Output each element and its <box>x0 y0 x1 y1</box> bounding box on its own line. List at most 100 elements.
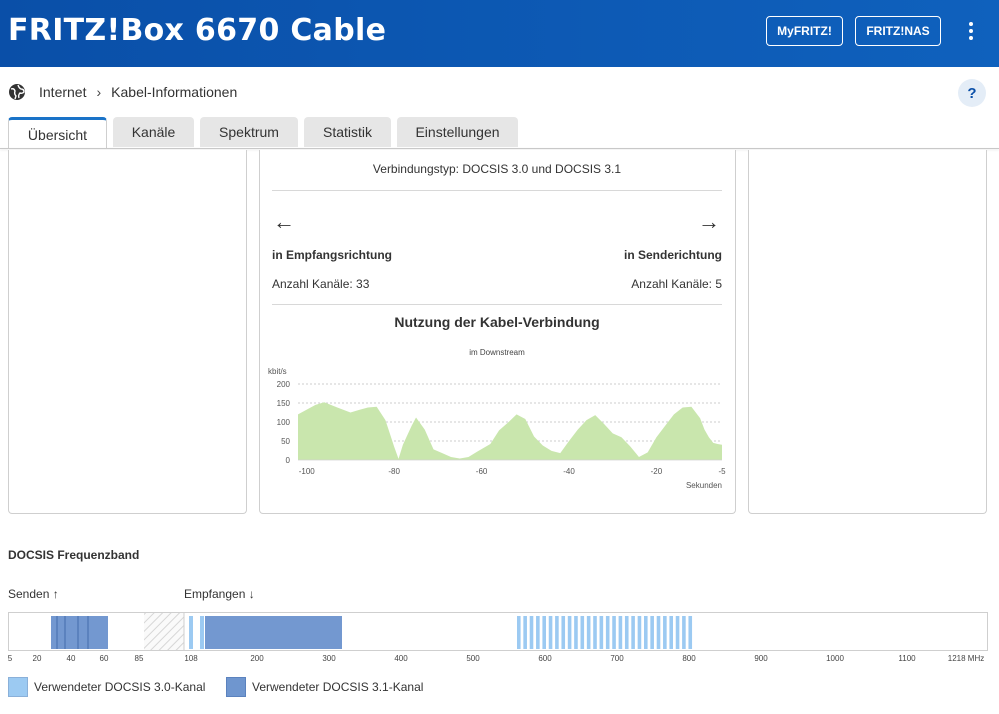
fritznas-button[interactable]: FRITZ!NAS <box>855 16 941 46</box>
breadcrumb-current: Kabel-Informationen <box>111 84 238 100</box>
docsis30-channel <box>561 616 566 649</box>
legend-swatch <box>8 677 28 697</box>
scale-label: 108 <box>184 654 198 663</box>
usage-area <box>298 402 722 460</box>
downstream-channel-count: Anzahl Kanäle: 33 <box>272 277 370 291</box>
guard-band-hatch <box>144 613 184 650</box>
upstream-channel-line <box>77 616 79 649</box>
scale-label: 500 <box>466 654 480 663</box>
x-tick-label: -5 <box>718 467 726 476</box>
x-tick-label: -100 <box>299 467 316 476</box>
y-tick-label: 200 <box>277 380 291 389</box>
frequency-band-bar <box>8 612 988 651</box>
arrow-down-icon: ↓ <box>248 587 255 601</box>
tab-spektrum[interactable]: Spektrum <box>200 117 298 147</box>
help-button[interactable]: ? <box>958 79 986 107</box>
chevron-right-icon: › <box>96 84 102 100</box>
legend-docsis30: Verwendeter DOCSIS 3.0-Kanal <box>8 677 205 697</box>
divider <box>272 190 722 191</box>
scale-label: 600 <box>538 654 552 663</box>
y-axis-label: kbit/s <box>268 367 287 376</box>
usage-chart: kbit/s 0 50 100 150 200 -100 -80 -60 -40 -20 -5 Seku… <box>268 367 726 490</box>
scale-label: 1100 <box>898 654 916 663</box>
legend-label: Verwendeter DOCSIS 3.1-Kanal <box>252 680 424 694</box>
frequency-band-graphic <box>51 613 693 650</box>
upstream-channel-line <box>64 616 66 649</box>
right-card <box>748 150 987 514</box>
legend-docsis31: Verwendeter DOCSIS 3.1-Kanal <box>226 677 423 697</box>
more-menu-icon[interactable] <box>960 20 982 42</box>
docsis30-channel <box>200 616 204 649</box>
docsis30-channel <box>688 616 693 649</box>
docsis30-channel <box>663 616 667 649</box>
docsis30-channel <box>605 616 610 649</box>
docsis30-channel <box>682 616 686 649</box>
scale-label: 85 <box>134 654 144 663</box>
top-header: FRITZ!Box 6670 Cable MyFRITZ! FRITZ!NAS <box>0 0 999 67</box>
docsis30-channel <box>567 616 572 649</box>
breadcrumb-internet[interactable]: Internet <box>39 84 87 100</box>
y-tick-label: 150 <box>277 399 291 408</box>
docsis30-channel <box>542 616 546 649</box>
docsis30-channel <box>599 616 604 649</box>
docsis30-channel <box>656 616 661 649</box>
scale-label: 700 <box>610 654 624 663</box>
docsis30-channel <box>555 616 559 649</box>
x-tick-label: -20 <box>651 467 663 476</box>
connection-type: Verbindungstyp: DOCSIS 3.0 und DOCSIS 3.… <box>372 162 622 176</box>
scale-label: 400 <box>394 654 408 663</box>
docsis30-channel <box>536 616 540 649</box>
x-axis-label: Sekunden <box>686 481 722 490</box>
docsis-band-title: DOCSIS Frequenzband <box>8 548 140 562</box>
tab-uebersicht[interactable]: Übersicht <box>8 117 107 149</box>
myfritz-button[interactable]: MyFRITZ! <box>766 16 843 46</box>
device-title: FRITZ!Box 6670 Cable <box>8 13 387 48</box>
left-card <box>8 150 247 514</box>
globe-icon <box>9 84 25 100</box>
docsis30-channel <box>624 616 629 649</box>
x-tick-label: -80 <box>388 467 400 476</box>
legend-swatch <box>226 677 246 697</box>
y-tick-label: 100 <box>277 418 291 427</box>
docsis31-ofdm-block <box>205 616 342 649</box>
tab-bar: Übersicht Kanäle Spektrum Statistik Eins… <box>8 117 524 149</box>
scale-label: 800 <box>682 654 696 663</box>
tab-statistik[interactable]: Statistik <box>304 117 391 147</box>
docsis30-channel <box>529 616 534 649</box>
scale-label: 1000 <box>826 654 844 663</box>
tab-einstellungen[interactable]: Einstellungen <box>397 117 518 147</box>
docsis30-channel <box>574 616 578 649</box>
upstream-channel-count: Anzahl Kanäle: 5 <box>631 277 722 291</box>
send-label: Senden ↑ <box>8 587 59 601</box>
divider <box>272 304 722 305</box>
x-tick-label: -60 <box>476 467 488 476</box>
docsis30-channel <box>523 616 527 649</box>
legend-label: Verwendeter DOCSIS 3.0-Kanal <box>34 680 206 694</box>
upstream-channel-line <box>56 616 58 649</box>
docsis30-channel <box>618 616 623 649</box>
scale-label: 200 <box>250 654 264 663</box>
scale-label: 40 <box>66 654 76 663</box>
docsis30-channel <box>631 616 635 649</box>
tab-kanaele[interactable]: Kanäle <box>113 117 194 147</box>
y-tick-label: 50 <box>281 437 290 446</box>
upstream-channel-line <box>87 616 89 649</box>
upstream-label: in Senderichtung <box>623 248 722 262</box>
scale-label: 5 <box>7 654 13 663</box>
breadcrumb: Internet › Kabel-Informationen <box>8 80 237 104</box>
arrow-left-icon: ← <box>273 209 295 234</box>
chart-subtitle: im Downstream <box>469 348 525 357</box>
docsis30-channel <box>612 616 616 649</box>
docsis30-channel <box>669 616 673 649</box>
scale-label: 1218 MHz <box>947 654 985 663</box>
chart-title: Nutzung der Kabel-Verbindung <box>394 314 600 330</box>
arrow-up-icon: ↑ <box>52 587 59 601</box>
docsis30-channel <box>644 616 648 649</box>
docsis30-channel <box>675 616 680 649</box>
scale-label: 300 <box>322 654 336 663</box>
x-tick-label: -40 <box>563 467 575 476</box>
downstream-label: in Empfangsrichtung <box>272 248 392 262</box>
docsis30-channel <box>517 616 521 649</box>
receive-label: Empfangen ↓ <box>184 587 255 601</box>
docsis30-channel <box>548 616 553 649</box>
